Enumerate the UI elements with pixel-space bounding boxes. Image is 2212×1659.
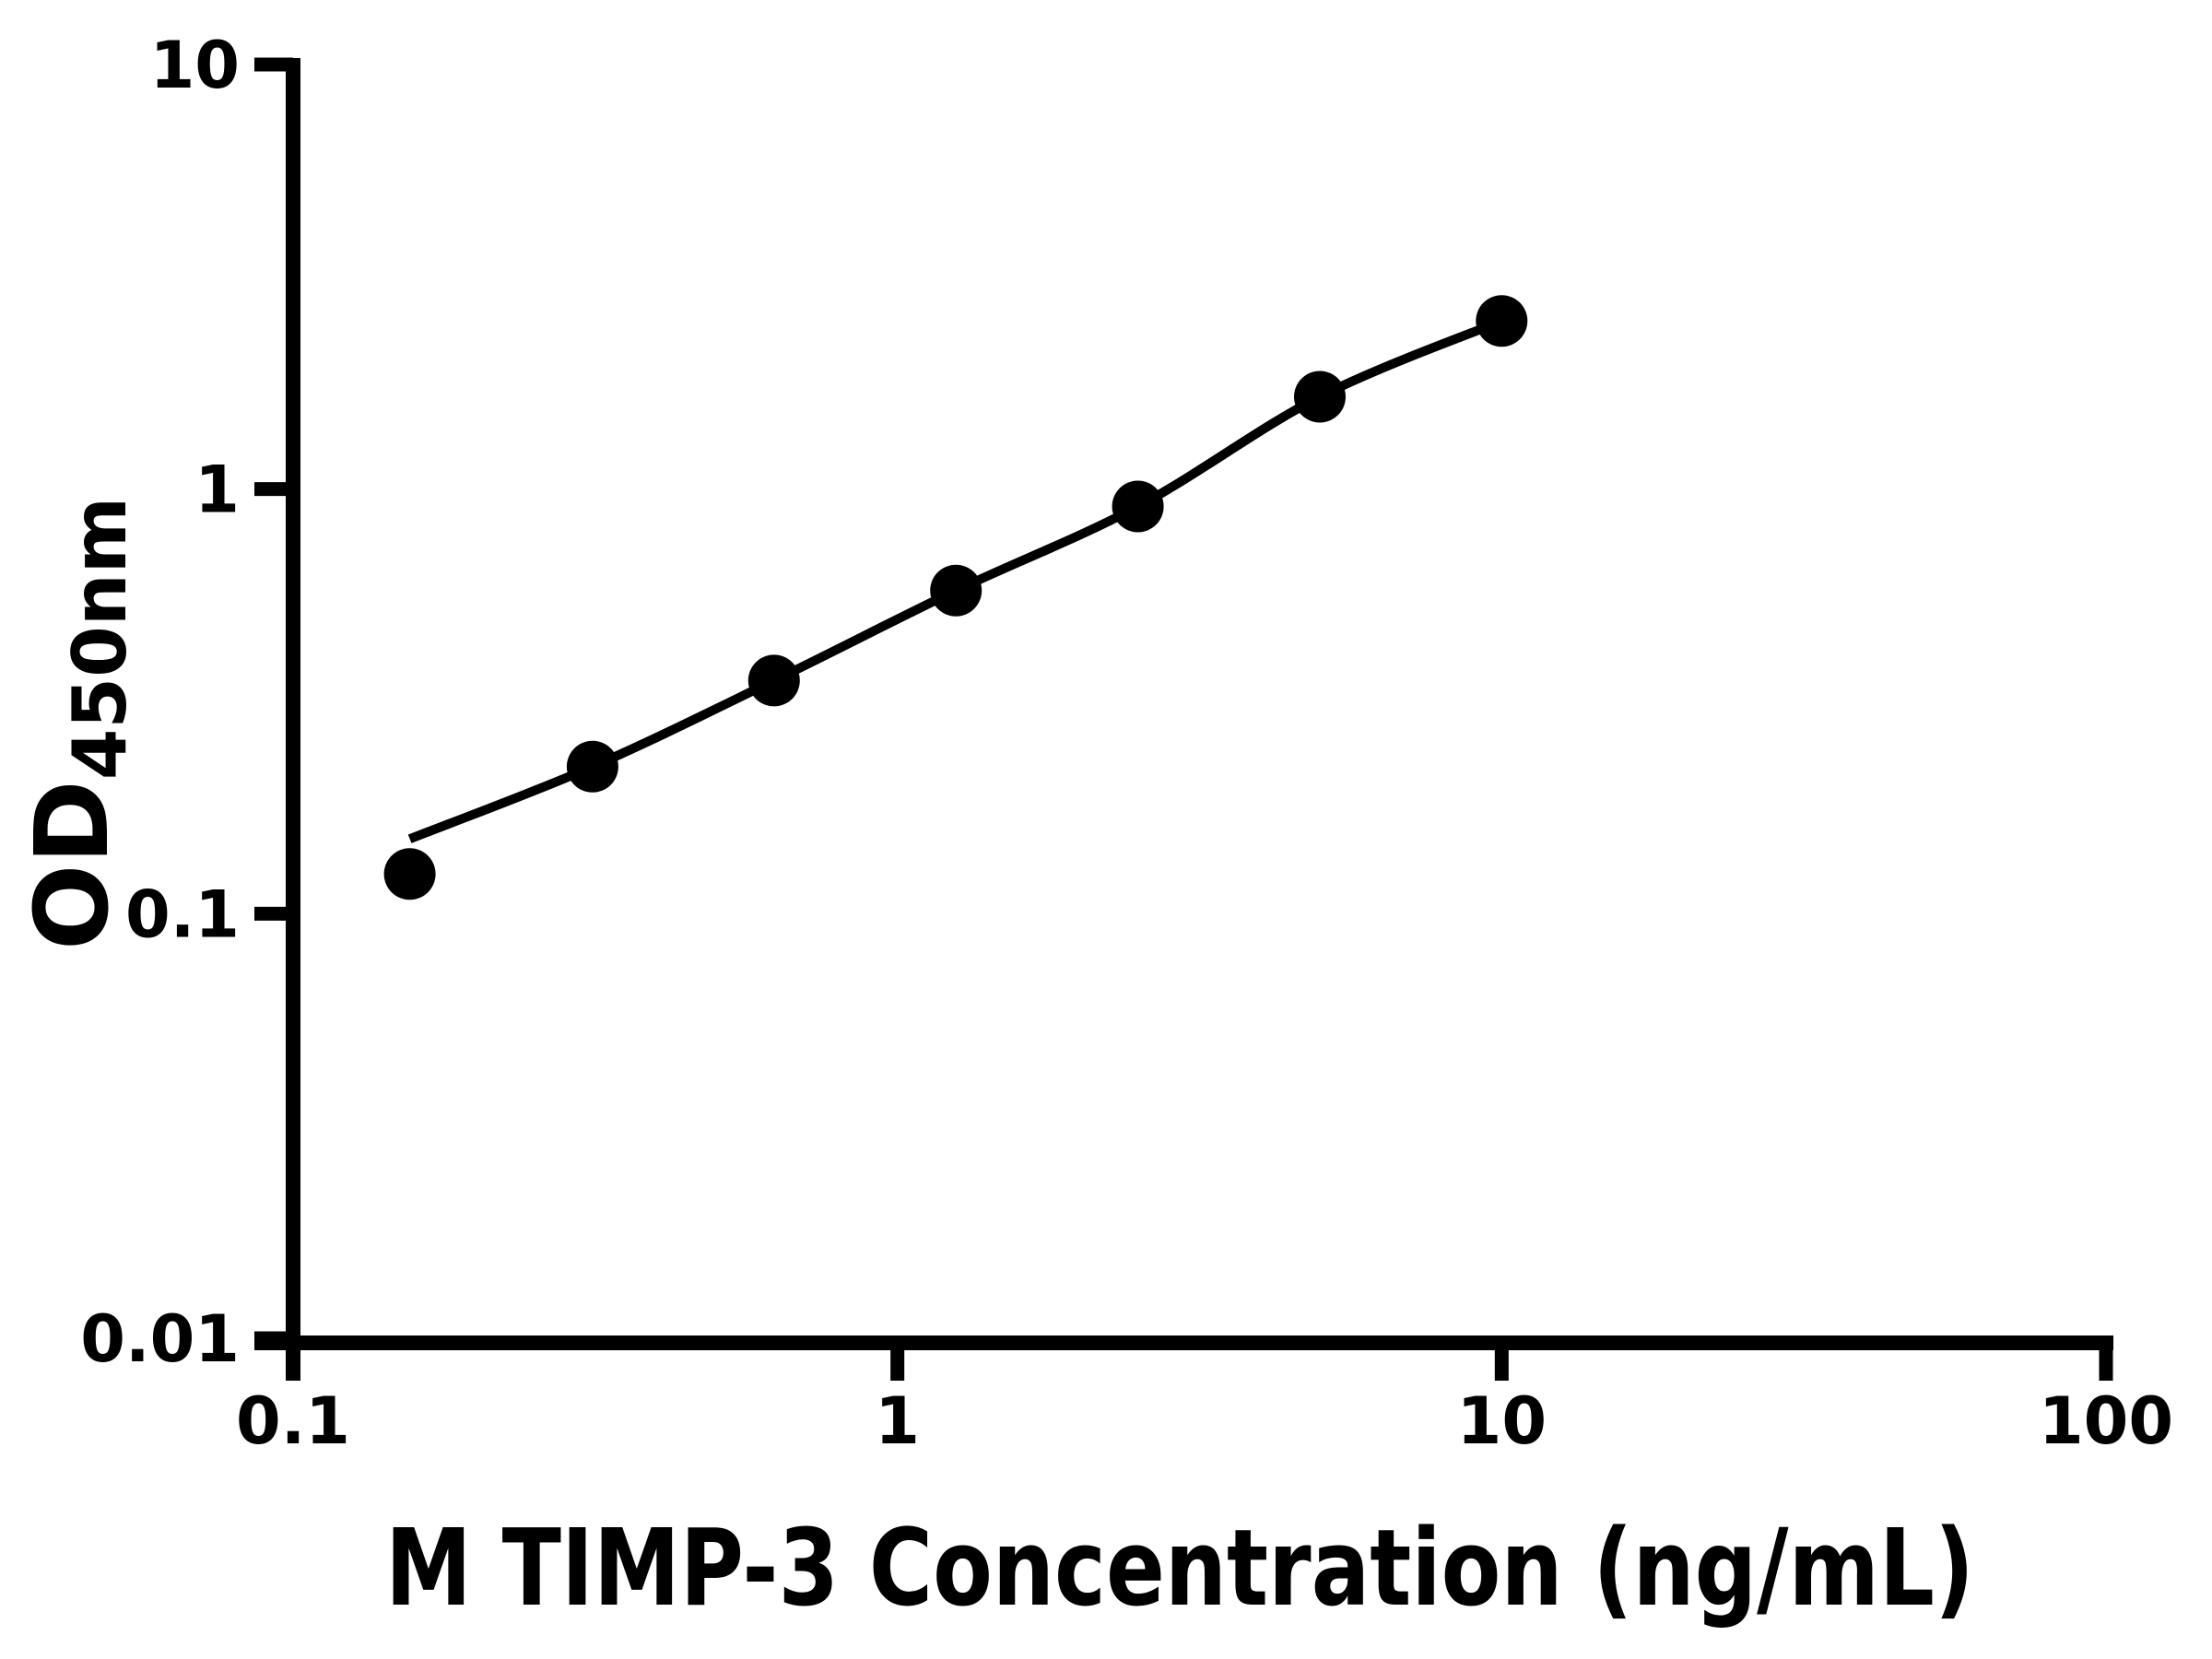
x-axis-title: M TIMP-3 Concentration (ng/mL) <box>384 1507 1975 1630</box>
x-tick-label: 100 <box>2039 1383 2173 1459</box>
y-tick-label: 1 <box>194 453 240 528</box>
data-point-marker <box>930 564 982 617</box>
x-tick-label: 1 <box>875 1383 920 1459</box>
axes <box>254 58 2113 1381</box>
x-tick-label: 10 <box>1457 1383 1547 1459</box>
data-points <box>383 295 1528 900</box>
data-point-marker <box>1294 371 1346 423</box>
data-point-marker <box>566 740 618 793</box>
data-point-marker <box>1112 480 1164 533</box>
y-tick-label: 0.1 <box>125 877 240 952</box>
y-axis-title-subscript: 450nm <box>57 496 143 781</box>
y-tick-label: 10 <box>150 28 240 103</box>
data-point-marker <box>747 654 800 707</box>
x-tick-label: 0.1 <box>236 1383 350 1459</box>
axis-ticks <box>254 57 2113 1381</box>
y-axis-title: OD450nm <box>13 497 143 951</box>
y-tick-label: 0.01 <box>80 1301 240 1377</box>
data-point-marker <box>383 848 436 900</box>
data-point-marker <box>1476 295 1528 347</box>
y-axis-title-main: OD <box>13 780 131 951</box>
